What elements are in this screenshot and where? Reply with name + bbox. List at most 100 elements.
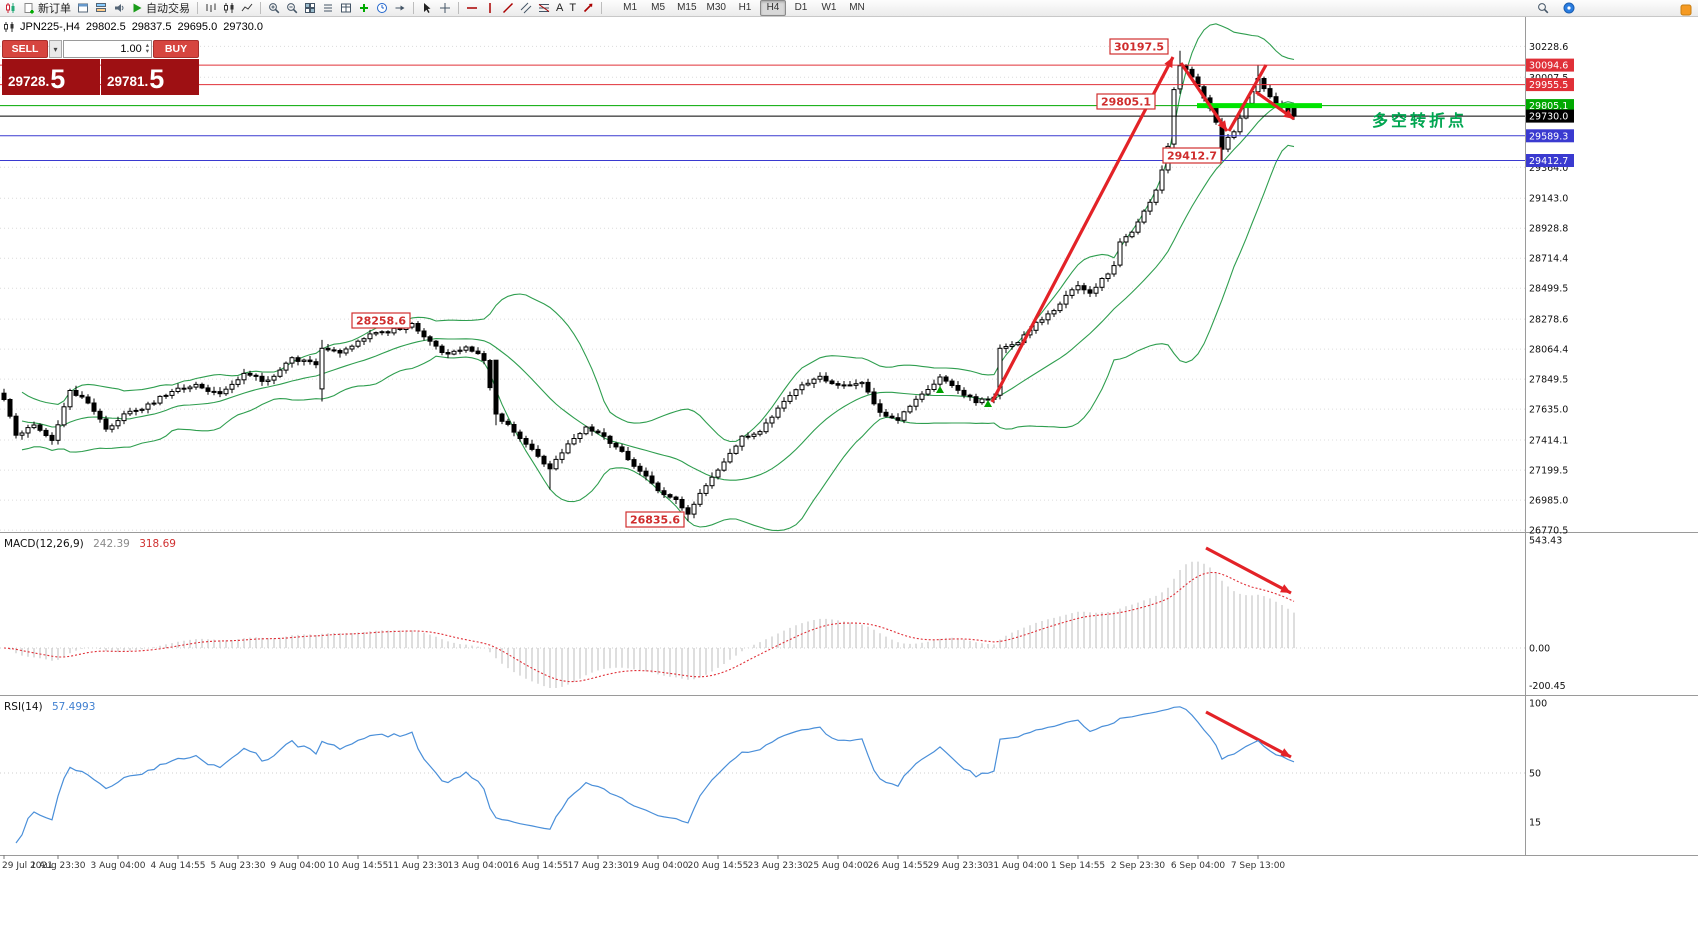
cursor-tool-icon[interactable] bbox=[419, 1, 435, 16]
svg-text:100: 100 bbox=[1529, 699, 1547, 710]
time-axis-label: 4 Aug 14:55 bbox=[151, 861, 206, 871]
indicator-list-icon[interactable] bbox=[320, 1, 336, 16]
timeframe-M30[interactable]: M30 bbox=[706, 2, 726, 13]
lot-decrease-button[interactable]: ▾ bbox=[145, 48, 149, 55]
svg-text:-200.45: -200.45 bbox=[1529, 681, 1566, 692]
price-callout-label: 28258.6 bbox=[356, 315, 406, 328]
trendline-tool-icon[interactable] bbox=[500, 1, 516, 16]
fibonacci-tool-icon bbox=[538, 2, 550, 14]
timeframe-MN[interactable]: MN bbox=[849, 2, 865, 13]
chart-windows-icon[interactable] bbox=[75, 1, 91, 16]
time-axis-label: 10 Aug 14:55 bbox=[328, 861, 389, 871]
timeframe-M5[interactable]: M5 bbox=[651, 2, 666, 13]
crosshair-tool-icon[interactable] bbox=[437, 1, 453, 16]
new-chart-icon[interactable] bbox=[3, 1, 19, 16]
auto-trading-button[interactable]: 自动交易 bbox=[129, 1, 192, 16]
zoom-out-icon[interactable] bbox=[284, 1, 300, 16]
lot-size-field[interactable]: 1.00 ▴ ▾ bbox=[63, 40, 152, 58]
current-price-badge bbox=[1526, 109, 1574, 123]
level-lines[interactable] bbox=[0, 64, 1525, 161]
buy-price: 29781. bbox=[107, 74, 149, 89]
price-badge-label: 30094.6 bbox=[1529, 61, 1568, 72]
sell-price-display[interactable]: 29728. 5 bbox=[2, 59, 100, 95]
timeframe-H1[interactable]: H1 bbox=[738, 2, 752, 13]
time-axis-label: 1 Sep 14:55 bbox=[1051, 861, 1105, 871]
time-axis-label: 25 Aug 04:00 bbox=[808, 861, 869, 871]
timeframe-H4[interactable]: H4 bbox=[759, 0, 786, 16]
candlestick-chart-type-icon[interactable] bbox=[221, 1, 237, 16]
candlestick-chart-type-icon bbox=[223, 2, 235, 14]
price-badge-label: 29589.3 bbox=[1529, 131, 1568, 142]
price-axis-label: 28278.6 bbox=[1529, 315, 1568, 326]
lot-dropdown-button[interactable]: ▾ bbox=[49, 40, 62, 58]
price-callout-label: 26835.6 bbox=[630, 514, 680, 527]
timeframe-M15[interactable]: M15 bbox=[677, 2, 697, 13]
timeframe-W1[interactable]: W1 bbox=[821, 2, 837, 13]
time-axis-label: 1 Aug 23:30 bbox=[31, 861, 86, 871]
tile-windows-icon[interactable] bbox=[302, 1, 318, 16]
zoom-in-icon[interactable] bbox=[266, 1, 282, 16]
price-badge-label: 29805.1 bbox=[1529, 101, 1568, 112]
new-order-button[interactable]: 新订单 bbox=[21, 1, 73, 16]
fibonacci-tool-icon[interactable] bbox=[536, 1, 552, 16]
label-tool-button-label: T bbox=[569, 2, 577, 14]
vertical-line-tool-icon[interactable] bbox=[482, 1, 498, 16]
trade-markers bbox=[936, 386, 992, 407]
add-indicator-icon[interactable] bbox=[356, 1, 372, 16]
timeframe-D1[interactable]: D1 bbox=[794, 2, 808, 13]
price-axis-label: 28928.8 bbox=[1529, 224, 1568, 235]
search-icon[interactable] bbox=[1535, 1, 1551, 16]
add-indicator-icon bbox=[358, 2, 370, 14]
top-toolbar: 新订单 自动交易 A T M1 M5 M15 M30 H1 H4 D1 W1 MN bbox=[0, 0, 1698, 17]
bar-chart-type-icon[interactable] bbox=[203, 1, 219, 16]
channel-tool-icon[interactable] bbox=[518, 1, 534, 16]
timeframe-M1[interactable]: M1 bbox=[623, 2, 638, 13]
time-axis-label: 20 Aug 14:55 bbox=[688, 861, 749, 871]
lot-increase-button[interactable]: ▴ bbox=[145, 42, 149, 49]
chart-shift-icon[interactable] bbox=[392, 1, 408, 16]
time-axis-label: 5 Aug 23:30 bbox=[211, 861, 266, 871]
bar-chart-type-icon bbox=[205, 2, 217, 14]
trend-arrows[interactable] bbox=[990, 56, 1295, 759]
svg-text:0.00: 0.00 bbox=[1529, 644, 1550, 655]
price-axis-label: 28714.4 bbox=[1529, 254, 1568, 265]
channel-tool-icon bbox=[520, 2, 532, 14]
notification-icon[interactable] bbox=[1678, 2, 1694, 17]
data-window-icon[interactable] bbox=[338, 1, 354, 16]
price-callout-label: 29805.1 bbox=[1101, 96, 1151, 109]
symbol-period: JPN225-,H4 bbox=[20, 21, 80, 33]
label-tool-button[interactable]: T bbox=[567, 1, 578, 16]
arrows-tool-icon[interactable] bbox=[580, 1, 596, 16]
sell-button[interactable]: SELL bbox=[2, 40, 48, 58]
price-axis[interactable]: 30228.630007.529364.029143.028928.828714… bbox=[1526, 42, 1574, 829]
ohlc-low: 29695.0 bbox=[177, 21, 218, 33]
price-axis-label: 27635.0 bbox=[1529, 405, 1568, 416]
horizontal-line-tool-icon[interactable] bbox=[464, 1, 480, 16]
price-callout-label: 29412.7 bbox=[1167, 150, 1217, 163]
profiles-icon[interactable] bbox=[93, 1, 109, 16]
price-badge-label: 29730.0 bbox=[1529, 112, 1568, 123]
text-tool-button[interactable]: A bbox=[554, 1, 565, 16]
time-axis-label: 3 Aug 04:00 bbox=[91, 861, 146, 871]
price-badge-label: 29955.5 bbox=[1529, 80, 1568, 91]
chart-title-bar: JPN225-,H4 29802.5 29837.5 29695.0 29730… bbox=[3, 20, 263, 34]
rsi-label: RSI(14) 57.4993 bbox=[4, 701, 95, 713]
line-chart-type-icon bbox=[241, 2, 253, 14]
price-axis-label: 28064.4 bbox=[1529, 345, 1568, 356]
buy-price-display[interactable]: 29781. 5 bbox=[101, 59, 199, 95]
price-axis-label: 26770.5 bbox=[1529, 526, 1568, 537]
alerts-icon[interactable] bbox=[111, 1, 127, 16]
ohlc-close: 29730.0 bbox=[223, 21, 263, 33]
price-level-badge bbox=[1526, 154, 1574, 167]
time-axis-label: 9 Aug 04:00 bbox=[271, 861, 326, 871]
price-level-badge bbox=[1526, 58, 1574, 72]
price-badge-label: 29412.7 bbox=[1529, 156, 1568, 167]
auto-scroll-icon[interactable] bbox=[374, 1, 390, 16]
line-chart-type-icon[interactable] bbox=[239, 1, 255, 16]
zoom-in-icon bbox=[268, 2, 280, 14]
buy-button[interactable]: BUY bbox=[153, 40, 199, 58]
community-icon[interactable] bbox=[1561, 1, 1577, 16]
time-axis-label: 13 Aug 04:00 bbox=[448, 861, 509, 871]
